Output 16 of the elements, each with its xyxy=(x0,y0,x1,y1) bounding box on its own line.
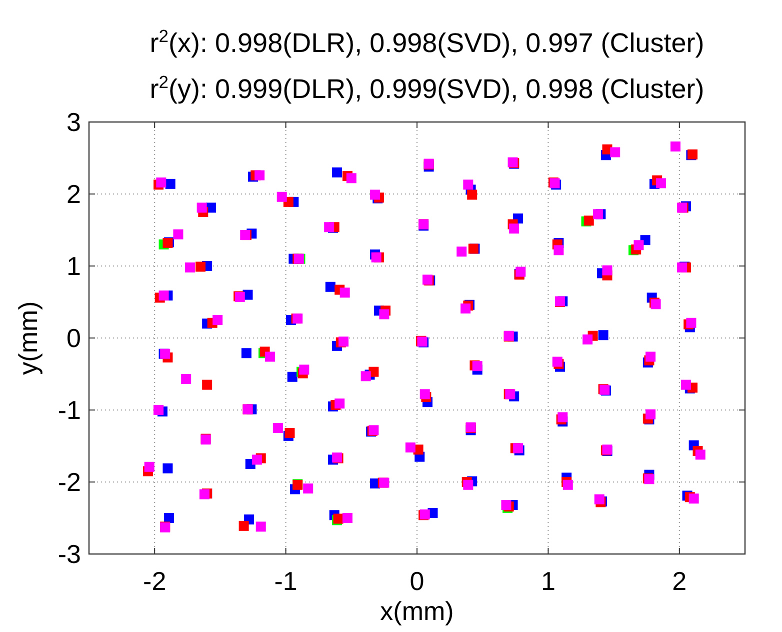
x-tick-label: 2 xyxy=(672,566,687,596)
x-tick-label: 1 xyxy=(540,566,556,596)
y-tick-label: -3 xyxy=(58,539,81,569)
x-tick-label: -1 xyxy=(274,566,298,596)
x-axis-title: x(mm) xyxy=(380,596,454,626)
x-tick-label: 0 xyxy=(410,566,424,596)
y-tick-label: 3 xyxy=(66,107,81,137)
y-tick-label: 2 xyxy=(66,179,81,209)
y-axis-title: y(mm) xyxy=(13,301,43,375)
y-tick-label: 1 xyxy=(66,251,81,281)
y-tick-label: -2 xyxy=(58,467,81,497)
y-tick-label: 0 xyxy=(66,323,81,353)
chart-subtitle: r$^{2}$(y): 0.999(DLR), 0.999(SVD), 0.998 (Cluster) xyxy=(150,72,704,104)
chart-title: r$^{2}$(x): 0.998(DLR), 0.998(SVD), 0.997 (Cluster) xyxy=(150,26,704,58)
y-tick-label: -1 xyxy=(58,395,81,425)
x-tick-label: -2 xyxy=(143,566,166,596)
